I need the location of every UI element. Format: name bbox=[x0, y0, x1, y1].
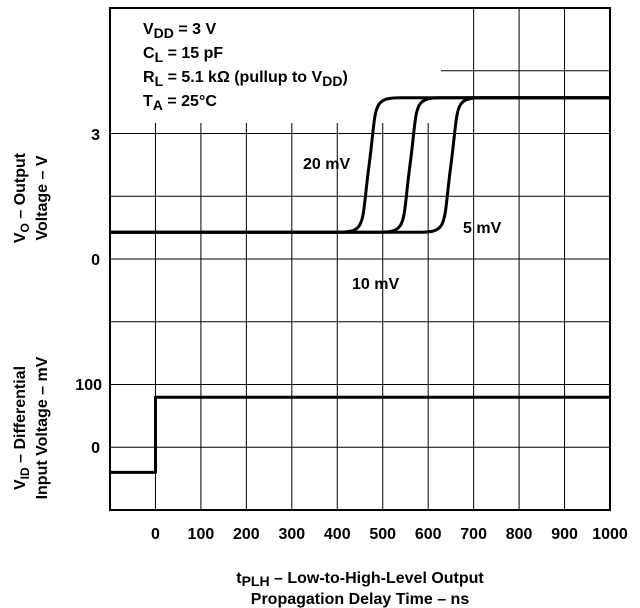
conditions-box: VDD = 3 V CL = 15 pF RL = 5.1 kΩ (pullup t… bbox=[143, 21, 348, 113]
x-tick-label: 300 bbox=[278, 526, 305, 543]
svg-text:VID – Differential: VID – Differential bbox=[12, 366, 32, 490]
x-tick-labels: 0 100 200 300 400 500 600 700 800 900 1000 bbox=[151, 526, 628, 543]
condition-line: RL = 5.1 kΩ (pullup to VDD) bbox=[143, 69, 348, 89]
x-tick-label: 800 bbox=[506, 526, 533, 543]
x-tick-label: 700 bbox=[460, 526, 487, 543]
svg-text:Input Voltage – mV: Input Voltage – mV bbox=[34, 356, 51, 499]
x-axis-title: tPLH – Low-to-High-Level Output Propagat… bbox=[236, 570, 484, 608]
y-tick-upper-3: 3 bbox=[91, 127, 100, 144]
condition-line: VDD = 3 V bbox=[143, 21, 216, 41]
svg-text:VO – Output: VO – Output bbox=[12, 152, 32, 243]
x-tick-label: 500 bbox=[369, 526, 396, 543]
x-tick-label: 100 bbox=[188, 526, 215, 543]
series-group bbox=[110, 96, 610, 474]
grid-lines bbox=[110, 8, 610, 510]
x-tick-label: 1000 bbox=[592, 526, 628, 543]
x-tick-label: 200 bbox=[233, 526, 260, 543]
x-tick-label: 0 bbox=[151, 526, 160, 543]
series-label-5mv: 5 mV bbox=[463, 220, 502, 237]
series-line-5mv bbox=[110, 96, 610, 234]
series-label-20mv: 20 mV bbox=[303, 156, 350, 173]
svg-text:Voltage – V: Voltage – V bbox=[34, 155, 51, 240]
series-line-20mv bbox=[110, 96, 610, 234]
series-line-10mv bbox=[110, 96, 610, 234]
y-axis-title-lower: VID – Differential Input Voltage – mV bbox=[12, 356, 51, 499]
x-tick-label: 900 bbox=[551, 526, 578, 543]
y-axis-title-upper: VO – Output Voltage – V bbox=[12, 152, 51, 243]
condition-line: CL = 15 pF bbox=[143, 45, 223, 65]
series-line-input-step bbox=[110, 395, 610, 474]
x-tick-label: 600 bbox=[415, 526, 442, 543]
y-tick-upper-0: 0 bbox=[91, 252, 100, 269]
x-tick-label: 400 bbox=[324, 526, 351, 543]
y-tick-lower-100: 100 bbox=[75, 377, 102, 394]
series-label-10mv: 10 mV bbox=[352, 276, 399, 293]
plot-frame bbox=[109, 7, 611, 511]
condition-line: TA = 25°C bbox=[143, 93, 217, 113]
conditions-background bbox=[111, 9, 441, 123]
svg-text:Propagation Delay Time – ns: Propagation Delay Time – ns bbox=[251, 591, 470, 608]
svg-text:tPLH – Low-to-High-Level Outpu: tPLH – Low-to-High-Level Output bbox=[236, 570, 484, 589]
y-tick-lower-0: 0 bbox=[91, 440, 100, 457]
